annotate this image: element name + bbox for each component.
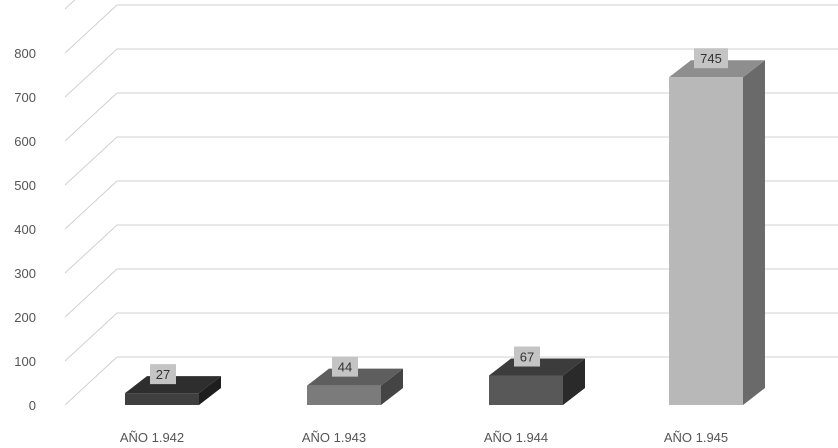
bars: [125, 60, 765, 405]
bar: [489, 358, 585, 405]
gridline: [64, 4, 838, 54]
y-tick-label: 300: [14, 266, 36, 281]
bar-front: [307, 385, 381, 405]
gridline: [64, 312, 838, 362]
bar-top: [489, 358, 585, 376]
data-label-text: 67: [520, 350, 534, 365]
data-label-text: 745: [700, 51, 722, 66]
bar-front: [489, 375, 563, 405]
gridline: [64, 180, 838, 230]
data-label-text: 27: [156, 367, 170, 382]
data-label-box: [332, 356, 358, 377]
bar-side: [563, 358, 585, 405]
data-label-box: [150, 364, 176, 385]
bar-side: [743, 60, 765, 405]
category-label: AÑO 1.942: [120, 430, 184, 445]
bar-front: [125, 393, 199, 405]
data-label: 745: [694, 48, 728, 69]
gridline: [64, 224, 838, 274]
data-label: 44: [332, 356, 358, 377]
y-tick-label: 200: [14, 310, 36, 325]
data-label-text: 44: [338, 360, 352, 375]
data-label-box: [694, 48, 728, 69]
y-tick-label: 600: [14, 134, 36, 149]
category-label: AÑO 1.943: [302, 430, 366, 445]
gridline: [64, 136, 838, 186]
y-axis-tick-labels: 0 100 200 300 400 500 600 700 800: [14, 46, 36, 413]
data-label-box: [514, 346, 540, 367]
y-tick-label: 0: [29, 398, 36, 413]
bar-side: [199, 376, 221, 405]
bar: [307, 368, 403, 405]
gridline: [64, 48, 838, 98]
bar: [669, 60, 765, 405]
x-axis-category-labels: AÑO 1.942 AÑO 1.943 AÑO 1.944 AÑO 1.945: [120, 430, 728, 445]
category-label: AÑO 1.945: [664, 430, 728, 445]
bar-front: [669, 77, 743, 405]
data-label: 67: [514, 346, 540, 367]
y-tick-label: 100: [14, 354, 36, 369]
bar-side: [381, 368, 403, 405]
bar-top: [669, 60, 765, 78]
y-tick-label: 400: [14, 222, 36, 237]
data-label: 27: [150, 364, 176, 385]
bar-top: [125, 376, 221, 394]
gridlines: [64, 0, 838, 406]
y-tick-label: 500: [14, 178, 36, 193]
y-tick-label: 700: [14, 90, 36, 105]
gridline: [64, 268, 838, 318]
bar: [125, 376, 221, 405]
gridline: [64, 92, 838, 142]
bar-top: [307, 368, 403, 386]
y-tick-label: 800: [14, 46, 36, 61]
category-label: AÑO 1.944: [484, 430, 548, 445]
data-labels: 27 44 67 745: [150, 48, 728, 385]
gridline: [64, 356, 838, 406]
